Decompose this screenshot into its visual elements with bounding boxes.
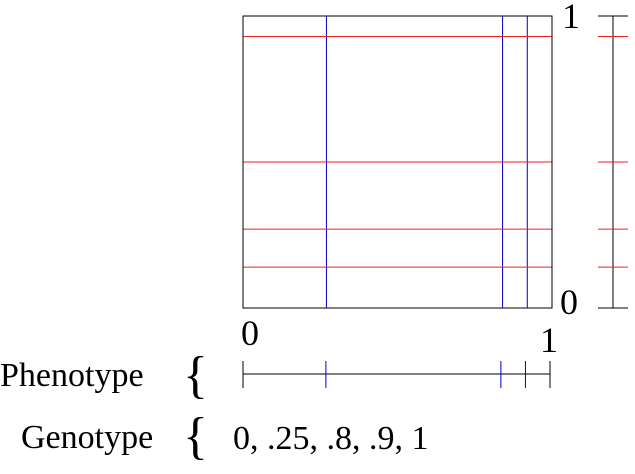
genotype-brace: { (183, 408, 208, 465)
phenotype-label: Phenotype (0, 357, 144, 394)
phenotype-axis-ticks (242, 361, 551, 388)
square-left-label: 0 (241, 313, 259, 353)
phenotype-axis (242, 361, 551, 388)
phenotype-brace: { (183, 347, 208, 404)
square-right-label: 1 (540, 320, 558, 360)
genotype-values: 0, .25, .8, .9, 1 (233, 420, 429, 457)
genotype-label: Genotype (21, 419, 153, 456)
square-bottom-label: 0 (560, 282, 578, 322)
horizontal-lines-group (243, 35, 552, 268)
right-vertical-axis (598, 15, 628, 309)
right-axis-ticks (598, 35, 628, 268)
square-top-label: 1 (562, 0, 580, 36)
unit-square-frame (242, 15, 553, 309)
